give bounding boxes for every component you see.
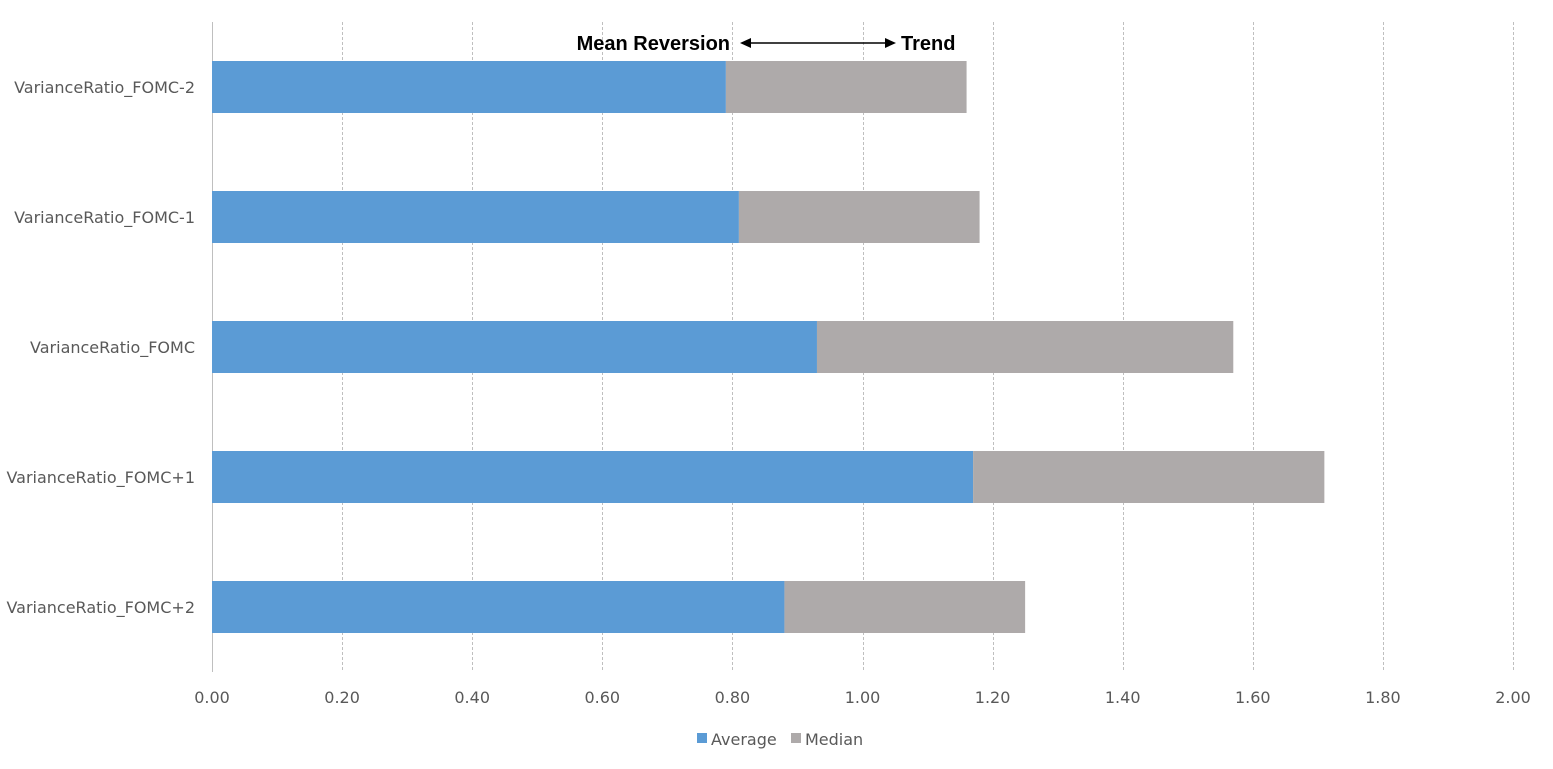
- bar-average-3: [212, 451, 974, 503]
- category-label: VarianceRatio_FOMC: [30, 338, 195, 358]
- category-label: VarianceRatio_FOMC-1: [14, 208, 195, 228]
- legend-label-average: Average: [711, 730, 777, 749]
- legend-swatch-median: [791, 733, 801, 743]
- legend: Average Median: [697, 730, 863, 749]
- bar-median-0: [725, 61, 967, 113]
- bars: [212, 61, 1325, 633]
- category-label: VarianceRatio_FOMC+2: [6, 598, 195, 618]
- x-tick-label: 1.40: [1105, 688, 1141, 707]
- bar-median-1: [738, 191, 980, 243]
- bar-average-2: [212, 321, 817, 373]
- category-label: VarianceRatio_FOMC-2: [14, 78, 195, 98]
- bar-median-3: [973, 451, 1325, 503]
- legend-label-median: Median: [805, 730, 863, 749]
- x-tick-label: 0.00: [194, 688, 230, 707]
- category-label: VarianceRatio_FOMC+1: [6, 468, 195, 488]
- x-tick-label: 1.60: [1235, 688, 1271, 707]
- annotation-arrow-left-head: [740, 38, 751, 48]
- annotation-right-label: Trend: [901, 33, 955, 55]
- bar-average-4: [212, 581, 785, 633]
- legend-swatch-average: [697, 733, 707, 743]
- annotation-left-label: Mean Reversion: [577, 33, 730, 55]
- x-tick-label: 0.40: [454, 688, 490, 707]
- bar-median-4: [784, 581, 1026, 633]
- x-tick-label: 0.60: [584, 688, 620, 707]
- direction-annotation: Mean Reversion Trend: [577, 33, 956, 55]
- category-labels: VarianceRatio_FOMC-2 VarianceRatio_FOMC-1…: [6, 78, 195, 618]
- bar-average-0: [212, 61, 726, 113]
- x-axis-ticks: 0.00 0.20 0.40 0.60 0.80 1.00 1.20 1.40 1.60 1.80…: [194, 688, 1531, 707]
- annotation-arrow-right-head: [885, 38, 896, 48]
- x-tick-label: 1.20: [975, 688, 1011, 707]
- x-tick-label: 0.20: [324, 688, 360, 707]
- x-tick-label: 0.80: [715, 688, 751, 707]
- bar-average-1: [212, 191, 739, 243]
- bar-median-2: [816, 321, 1234, 373]
- x-tick-label: 1.00: [845, 688, 881, 707]
- x-tick-label: 2.00: [1495, 688, 1531, 707]
- x-tick-label: 1.80: [1365, 688, 1401, 707]
